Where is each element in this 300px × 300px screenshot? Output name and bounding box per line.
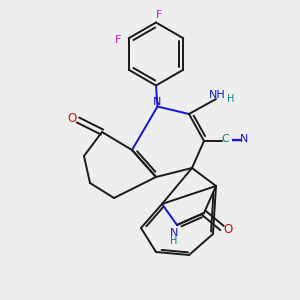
Text: H: H (227, 94, 235, 104)
Text: C: C (221, 134, 229, 145)
Text: F: F (115, 35, 122, 45)
Text: O: O (224, 223, 232, 236)
Text: N: N (170, 227, 178, 238)
Text: O: O (68, 112, 76, 125)
Text: NH: NH (209, 89, 226, 100)
Text: H: H (170, 236, 178, 247)
Text: N: N (240, 134, 249, 145)
Text: N: N (153, 97, 162, 107)
Text: F: F (156, 10, 162, 20)
